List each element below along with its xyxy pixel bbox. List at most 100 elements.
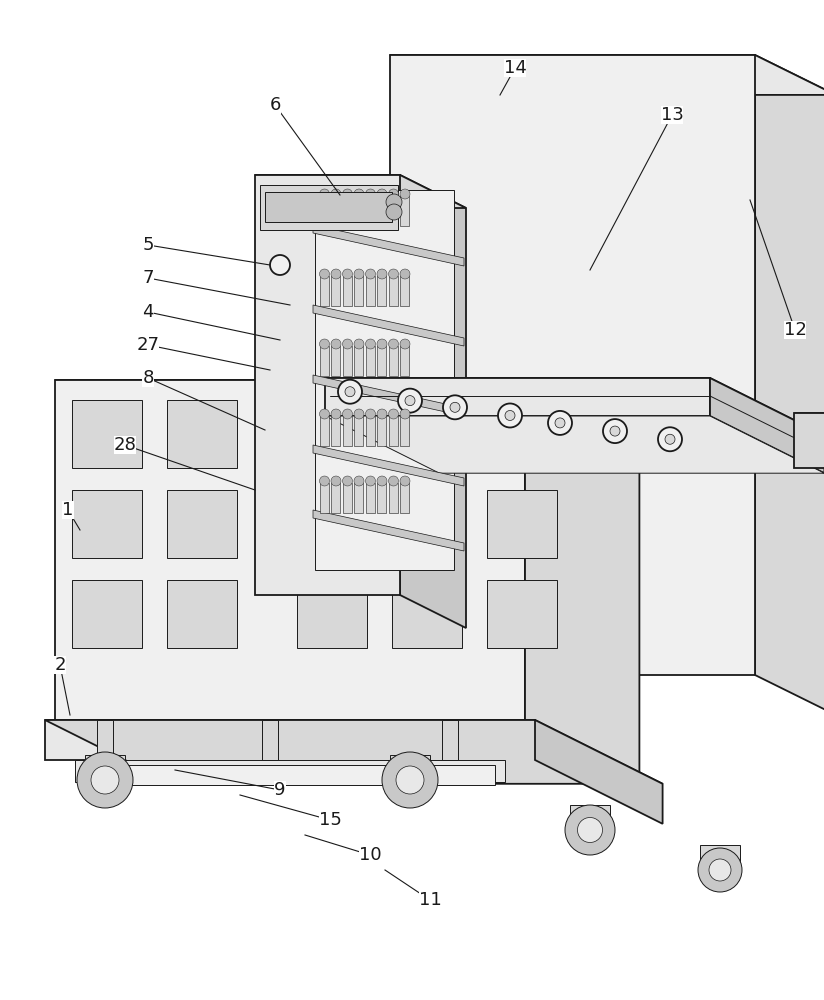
Polygon shape xyxy=(366,276,375,306)
Circle shape xyxy=(331,409,341,419)
Text: 11: 11 xyxy=(419,891,442,909)
Polygon shape xyxy=(331,483,340,513)
Circle shape xyxy=(331,189,341,199)
Bar xyxy=(297,400,367,468)
Circle shape xyxy=(658,427,682,451)
Polygon shape xyxy=(366,196,375,226)
Circle shape xyxy=(400,269,410,279)
Text: 14: 14 xyxy=(503,59,527,77)
Polygon shape xyxy=(354,483,363,513)
Circle shape xyxy=(354,476,364,486)
Polygon shape xyxy=(325,416,824,473)
Circle shape xyxy=(366,269,376,279)
Polygon shape xyxy=(755,55,824,715)
Circle shape xyxy=(377,269,387,279)
Circle shape xyxy=(331,339,341,349)
Circle shape xyxy=(320,409,330,419)
Circle shape xyxy=(603,419,627,443)
Polygon shape xyxy=(55,380,639,437)
Circle shape xyxy=(610,426,620,436)
Polygon shape xyxy=(389,276,398,306)
Polygon shape xyxy=(354,346,363,376)
Polygon shape xyxy=(255,175,400,595)
Text: 6: 6 xyxy=(269,96,281,114)
Polygon shape xyxy=(366,346,375,376)
Polygon shape xyxy=(45,720,662,784)
Circle shape xyxy=(505,410,515,420)
Circle shape xyxy=(343,269,353,279)
Polygon shape xyxy=(389,483,398,513)
Circle shape xyxy=(320,269,330,279)
Circle shape xyxy=(377,189,387,199)
Bar xyxy=(487,580,557,648)
Circle shape xyxy=(405,396,415,406)
Polygon shape xyxy=(390,55,755,675)
Text: 28: 28 xyxy=(114,436,137,454)
Circle shape xyxy=(665,434,675,444)
Polygon shape xyxy=(320,196,329,226)
Polygon shape xyxy=(377,196,386,226)
Bar xyxy=(392,400,462,468)
Text: 5: 5 xyxy=(143,236,154,254)
Polygon shape xyxy=(400,346,410,376)
Polygon shape xyxy=(45,720,535,760)
Circle shape xyxy=(345,387,355,397)
Circle shape xyxy=(400,339,410,349)
Circle shape xyxy=(354,189,364,199)
Circle shape xyxy=(320,476,330,486)
Polygon shape xyxy=(794,413,824,468)
Polygon shape xyxy=(343,346,352,376)
Circle shape xyxy=(388,409,399,419)
Circle shape xyxy=(343,339,353,349)
Polygon shape xyxy=(366,416,375,446)
Circle shape xyxy=(77,752,133,808)
Polygon shape xyxy=(710,378,824,473)
Text: 15: 15 xyxy=(319,811,341,829)
Circle shape xyxy=(331,269,341,279)
Circle shape xyxy=(366,189,376,199)
Bar xyxy=(262,720,278,760)
Bar xyxy=(390,755,430,783)
Circle shape xyxy=(698,848,742,892)
Bar xyxy=(167,580,237,648)
Text: 7: 7 xyxy=(143,269,154,287)
Circle shape xyxy=(343,476,353,486)
Polygon shape xyxy=(390,55,824,95)
Circle shape xyxy=(388,189,399,199)
Polygon shape xyxy=(343,276,352,306)
Circle shape xyxy=(320,189,330,199)
Text: 4: 4 xyxy=(143,303,154,321)
Circle shape xyxy=(578,818,602,842)
Bar xyxy=(297,490,367,558)
Circle shape xyxy=(343,409,353,419)
Bar xyxy=(442,720,458,760)
Polygon shape xyxy=(331,276,340,306)
Bar xyxy=(97,720,113,760)
Polygon shape xyxy=(389,416,398,446)
Bar xyxy=(392,580,462,648)
Polygon shape xyxy=(331,346,340,376)
Polygon shape xyxy=(400,416,410,446)
Polygon shape xyxy=(535,720,662,824)
Polygon shape xyxy=(313,510,464,551)
Circle shape xyxy=(270,255,290,275)
Polygon shape xyxy=(400,483,410,513)
Polygon shape xyxy=(313,445,464,486)
Circle shape xyxy=(320,339,330,349)
Polygon shape xyxy=(389,196,398,226)
Circle shape xyxy=(565,805,615,855)
Polygon shape xyxy=(331,196,340,226)
Polygon shape xyxy=(313,225,464,266)
Bar xyxy=(72,490,142,558)
Polygon shape xyxy=(255,175,466,208)
Polygon shape xyxy=(377,416,386,446)
Polygon shape xyxy=(313,305,464,346)
Bar xyxy=(487,490,557,558)
Text: 10: 10 xyxy=(358,846,382,864)
Polygon shape xyxy=(85,765,495,785)
Circle shape xyxy=(382,752,438,808)
Polygon shape xyxy=(400,276,410,306)
Bar xyxy=(297,580,367,648)
Circle shape xyxy=(354,269,364,279)
Polygon shape xyxy=(320,416,329,446)
